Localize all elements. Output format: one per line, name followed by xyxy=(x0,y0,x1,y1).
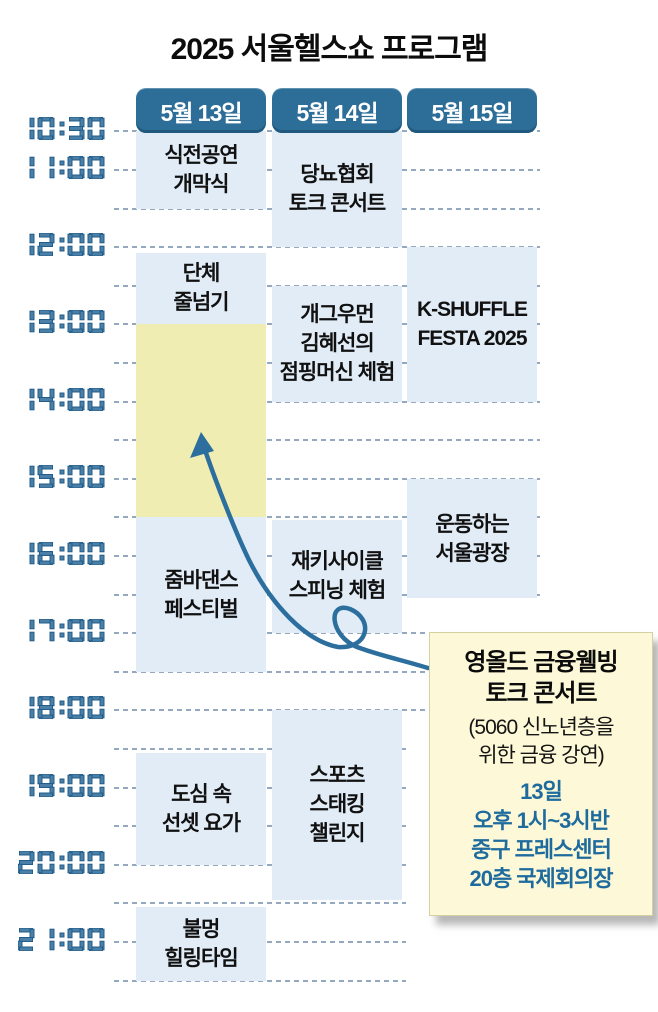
event-label: 개그우먼 xyxy=(300,303,374,327)
callout-detail-line: 20층 국제회의장 xyxy=(469,866,613,891)
callout-detail-line: 중구 프레스센터 xyxy=(471,837,612,862)
day-tab-0[interactable]: 5월 13일 xyxy=(136,88,266,133)
grid-line xyxy=(114,400,540,403)
event-label: 서울광장 xyxy=(435,541,509,565)
callout-title-line: 영올드 금융웰빙 xyxy=(464,649,618,676)
event-label: 식전공연 xyxy=(164,143,238,167)
event-label: 페스티벌 xyxy=(164,597,238,621)
event-label: FESTA 2025 xyxy=(417,327,527,351)
time-label-20-00 xyxy=(17,850,108,879)
day-tab-label: 5월 15일 xyxy=(431,99,513,126)
event-block: K-SHUFFLE FESTA 2025 xyxy=(407,247,537,402)
event-label: 점핑머신 체험 xyxy=(279,361,396,385)
event-label: 단체 xyxy=(182,262,221,286)
event-label: 운동하는 xyxy=(435,512,509,536)
callout-note-line: 위한 금융 강연) xyxy=(478,744,605,767)
event-label: 스태킹 xyxy=(309,793,366,817)
event-label: 줄넘기 xyxy=(173,291,230,315)
event-label: 스피닝 체험 xyxy=(288,579,386,603)
callout-detail-line: 13일 xyxy=(520,779,563,804)
day-tab-1[interactable]: 5월 14일 xyxy=(272,88,402,133)
time-label-17-00 xyxy=(18,618,108,647)
time-label-15-00 xyxy=(18,464,108,493)
grid-line xyxy=(114,979,406,982)
event-label: 도심 속 xyxy=(171,782,232,806)
event-label: 챌린지 xyxy=(309,822,366,846)
event-label: 개막식 xyxy=(173,172,230,196)
callout-detail-line: 오후 1시~3시반 xyxy=(473,808,610,833)
day-tab-label: 5월 13일 xyxy=(160,99,242,126)
event-label: 줌바댄스 xyxy=(164,568,238,592)
time-label-18-00 xyxy=(18,695,108,724)
event-label: 힐링타임 xyxy=(164,946,238,970)
event-label: 재키사이클 xyxy=(291,550,384,574)
event-label: 선셋 요가 xyxy=(161,811,241,835)
highlight-block xyxy=(136,324,266,518)
grid-line xyxy=(114,748,406,750)
day-tab-label: 5월 14일 xyxy=(296,99,378,126)
page-title: 2025 서울헬스쇼 프로그램 xyxy=(170,33,489,66)
event-label: 김혜선의 xyxy=(300,332,374,356)
time-label-19-00 xyxy=(18,773,108,802)
grid-line xyxy=(114,246,540,249)
day-tab-2[interactable]: 5월 15일 xyxy=(407,88,537,133)
time-label-11-00 xyxy=(18,155,108,184)
grid-line xyxy=(114,670,540,673)
grid-line xyxy=(114,863,406,866)
event-label: 당뇨협회 xyxy=(300,163,374,187)
callout-title-line: 토크 콘서트 xyxy=(485,680,597,707)
event-label: 스포츠 xyxy=(309,764,366,788)
time-label-21-00 xyxy=(17,927,108,956)
grid-line xyxy=(114,439,540,442)
time-label-10-30 xyxy=(18,116,108,145)
time-label-12-00 xyxy=(18,232,108,261)
grid-line xyxy=(114,902,406,905)
event-label: K-SHUFFLE xyxy=(417,298,528,322)
time-label-16-00 xyxy=(18,541,108,570)
time-label-13-00 xyxy=(18,309,108,338)
time-label-14-00 xyxy=(18,387,108,416)
event-label: 불멍 xyxy=(182,917,221,941)
callout-note-line: (5060 신노년층을 xyxy=(468,716,614,739)
event-label: 토크 콘서트 xyxy=(288,192,386,216)
